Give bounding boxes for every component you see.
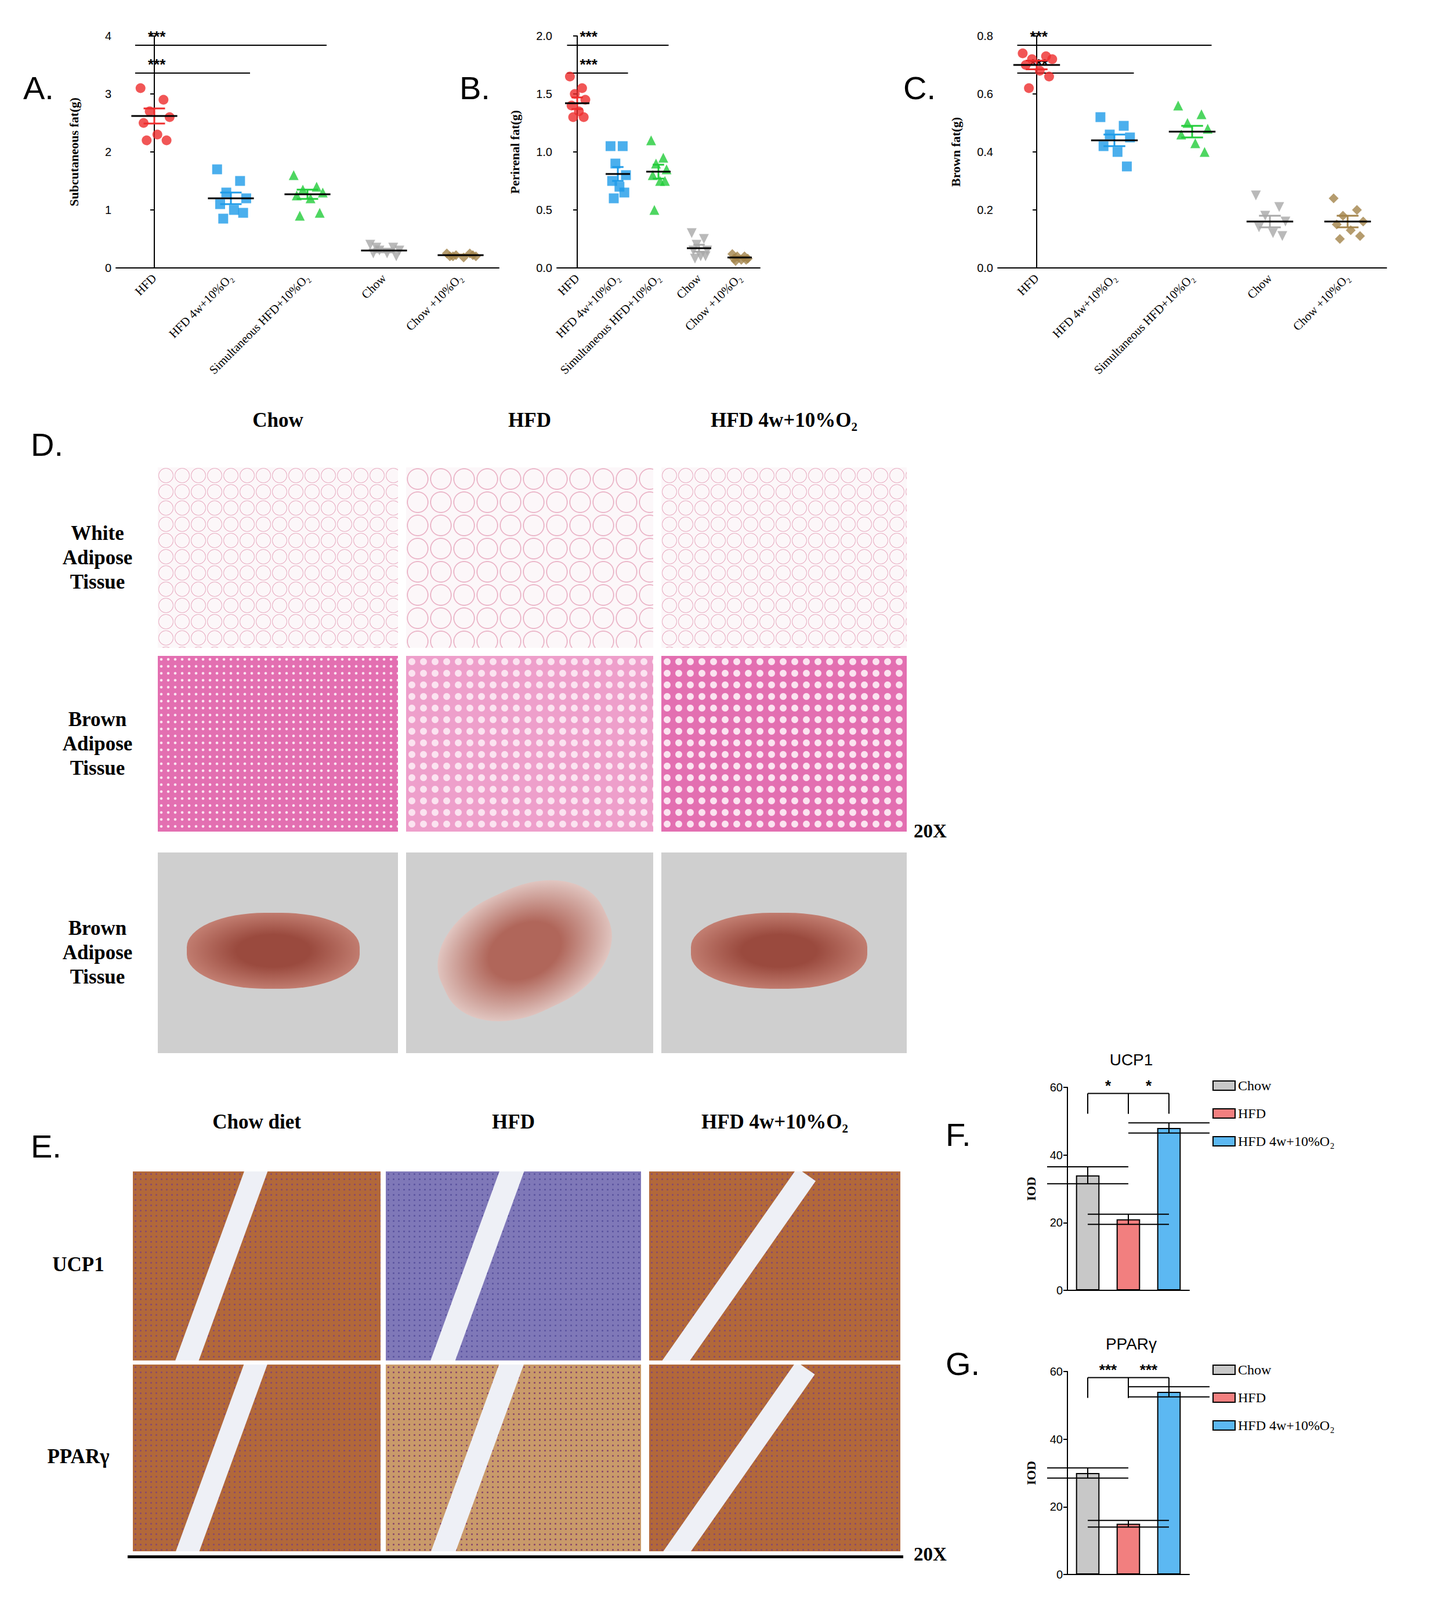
svg-text:HFD: HFD: [1237, 1106, 1266, 1122]
svg-text:0.2: 0.2: [976, 203, 994, 217]
svg-text:Simultaneous HFD+10%O₂: Simultaneous HFD+10%O₂: [557, 271, 664, 378]
svg-text:2.0: 2.0: [536, 29, 553, 43]
svg-text:Chow: Chow: [358, 270, 390, 302]
svg-text:HFD: HFD: [555, 271, 583, 299]
svg-text:Chow +10%O₂: Chow +10%O₂: [403, 271, 466, 335]
svg-text:Chow: Chow: [1237, 1078, 1272, 1094]
svg-text:IOD: IOD: [1023, 1461, 1039, 1486]
svg-text:Simultaneous HFD+10%O₂: Simultaneous HFD+10%O₂: [206, 271, 313, 378]
svg-text:HFD 4w+10%O₂: HFD 4w+10%O₂: [1237, 1134, 1335, 1150]
svg-text:Brown fat(g): Brown fat(g): [948, 117, 964, 187]
svg-text:***: ***: [1139, 1361, 1158, 1379]
svg-text:0.0: 0.0: [536, 261, 553, 275]
svg-text:1.5: 1.5: [536, 87, 553, 101]
svg-text:0: 0: [1056, 1568, 1063, 1582]
svg-text:UCP1: UCP1: [1109, 1051, 1154, 1070]
svg-text:60: 60: [1050, 1365, 1063, 1379]
html-text:White: White: [70, 521, 124, 545]
svg-text:HFD 4w+10%O₂: HFD 4w+10%O₂: [553, 271, 623, 341]
svg-text:Chow: Chow: [1244, 270, 1276, 302]
svg-text:*: *: [1105, 1077, 1112, 1095]
html-text:C.: C.: [903, 69, 936, 107]
html-text:Chow diet: Chow diet: [212, 1110, 301, 1134]
svg-text:4: 4: [105, 29, 112, 43]
svg-text:1: 1: [105, 203, 112, 217]
svg-text:Chow +10%O₂: Chow +10%O₂: [1290, 271, 1353, 335]
html-text:G.: G.: [945, 1345, 980, 1383]
html-text:E.: E.: [30, 1128, 62, 1165]
svg-text:0.0: 0.0: [976, 261, 994, 275]
svg-text:Chow: Chow: [673, 270, 705, 302]
svg-text:20: 20: [1050, 1216, 1063, 1230]
svg-text:Chow: Chow: [1237, 1362, 1272, 1378]
svg-text:HFD 4w+10%O₂: HFD 4w+10%O₂: [1237, 1418, 1335, 1434]
html-text:Brown: Brown: [68, 708, 127, 731]
svg-text:HFD 4w+10%O₂: HFD 4w+10%O₂: [166, 271, 237, 342]
html-text:PPARγ: PPARγ: [47, 1445, 110, 1469]
html-text:20X: 20X: [913, 1544, 947, 1566]
svg-text:1.0: 1.0: [536, 145, 553, 159]
svg-text:0.8: 0.8: [976, 29, 994, 43]
html-text:Brown: Brown: [68, 917, 127, 940]
svg-text:HFD 4w+10%O₂: HFD 4w+10%O₂: [1050, 271, 1120, 342]
html-text:HFD: HFD: [508, 408, 552, 432]
html-text:Adipose: Adipose: [62, 941, 133, 965]
svg-text:60: 60: [1050, 1081, 1063, 1095]
html-text:Tissue: Tissue: [70, 570, 125, 594]
svg-text:***: ***: [147, 27, 166, 46]
html-text:Adipose: Adipose: [62, 732, 133, 756]
svg-text:***: ***: [580, 55, 599, 74]
svg-text:***: ***: [147, 55, 166, 74]
html-text:HFD 4w+10%O₂: HFD 4w+10%O₂: [710, 408, 858, 432]
svg-text:0.6: 0.6: [976, 87, 994, 101]
svg-text:IOD: IOD: [1023, 1177, 1039, 1202]
html-text:Chow: Chow: [252, 408, 304, 432]
html-text:Adipose: Adipose: [62, 546, 133, 569]
svg-text:Chow +10%O₂: Chow +10%O₂: [682, 271, 745, 335]
html-text:Tissue: Tissue: [70, 756, 125, 780]
svg-text:2: 2: [105, 145, 112, 159]
html-text:Tissue: Tissue: [70, 965, 125, 989]
html-text:HFD: HFD: [491, 1110, 535, 1134]
html-text:F.: F.: [945, 1116, 971, 1154]
svg-text:0: 0: [105, 261, 112, 275]
html-text:20X: 20X: [913, 820, 947, 842]
html-text:B.: B.: [459, 69, 491, 107]
svg-text:0: 0: [1056, 1284, 1063, 1298]
svg-text:40: 40: [1050, 1433, 1063, 1447]
svg-text:0.4: 0.4: [976, 145, 994, 159]
svg-text:HFD: HFD: [1237, 1390, 1266, 1406]
svg-text:HFD: HFD: [132, 271, 160, 299]
svg-text:20: 20: [1050, 1500, 1063, 1514]
svg-text:0.5: 0.5: [536, 203, 553, 217]
svg-text:Perirenal fat(g): Perirenal fat(g): [507, 110, 523, 194]
svg-text:*: *: [1145, 1077, 1153, 1095]
svg-text:***: ***: [1030, 27, 1049, 46]
html-text:A.: A.: [23, 69, 54, 107]
svg-text:Simultaneous HFD+10%O₂: Simultaneous HFD+10%O₂: [1091, 271, 1198, 378]
svg-text:***: ***: [580, 27, 599, 46]
html-text:UCP1: UCP1: [52, 1253, 105, 1277]
html-text:HFD 4w+10%O₂: HFD 4w+10%O₂: [701, 1110, 849, 1134]
svg-text:HFD: HFD: [1014, 271, 1042, 299]
svg-text:40: 40: [1050, 1149, 1063, 1162]
html-text:D.: D.: [30, 426, 64, 463]
svg-text:PPARγ: PPARγ: [1105, 1335, 1157, 1354]
svg-text:3: 3: [105, 87, 112, 101]
svg-text:Subcutaneous fat(g): Subcutaneous fat(g): [66, 97, 82, 207]
svg-text:***: ***: [1099, 1361, 1118, 1379]
